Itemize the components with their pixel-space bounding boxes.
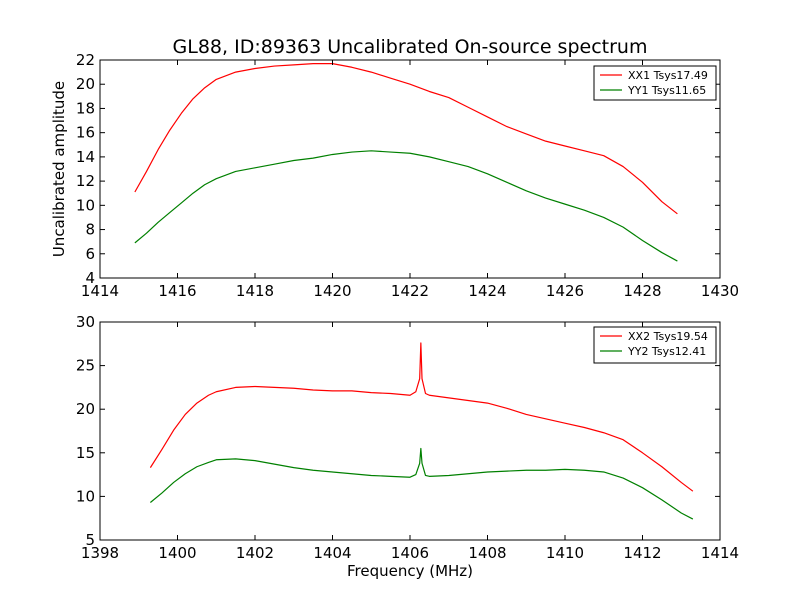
subplot-1: 1414 1416 1418 1420 1422 1424 1426 1428 14304681… <box>50 51 739 300</box>
x-tick-label: 1416 <box>158 282 196 300</box>
x-tick-label: 1426 <box>546 282 584 300</box>
legend-label: YY1 Tsys11.65 <box>627 84 706 97</box>
y-tick-label: 18 <box>76 99 95 117</box>
x-tick-label: 1418 <box>236 282 274 300</box>
y-tick-label: 16 <box>76 124 95 142</box>
y-tick-label: 10 <box>76 196 95 214</box>
chart-title: GL88, ID:89363 Uncalibrated On-source sp… <box>173 36 648 58</box>
legend-label: XX2 Tsys19.54 <box>628 330 708 343</box>
y-tick-label: 22 <box>76 51 95 69</box>
x-tick-label: 1428 <box>623 282 661 300</box>
series-line-1-1 <box>134 63 678 215</box>
x-tick-label: 1430 <box>701 282 739 300</box>
y-tick-label: 30 <box>76 313 95 331</box>
y-tick-label: 10 <box>76 487 95 505</box>
legend-box <box>593 326 717 364</box>
x-tick-label: 1398 <box>81 544 119 562</box>
y-axis-label: Uncalibrated amplitude <box>50 81 68 257</box>
y-tick-label: 8 <box>85 221 95 239</box>
x-tick-label: 1414 <box>81 282 119 300</box>
x-tick-label: 1408 <box>468 544 506 562</box>
x-tick-label: 1414 <box>701 544 739 562</box>
legend-box <box>593 65 717 101</box>
series-line-2-1 <box>149 342 694 492</box>
legend-label: YY2 Tsys12.41 <box>627 345 706 358</box>
y-tick-label: 20 <box>76 75 95 93</box>
x-tick-label: 1422 <box>391 282 429 300</box>
legend-label: XX1 Tsys17.49 <box>628 69 708 82</box>
series-line-1-2 <box>134 150 678 262</box>
subplot-2: 1398 1400 1402 1404 1406 1408 1410 1412 1414 5 10 1… <box>76 313 739 580</box>
x-tick-label: 1410 <box>546 544 584 562</box>
x-tick-label: 1400 <box>158 544 196 562</box>
legend: XX1 Tsys17.49 YY1 Tsys11.65 <box>593 65 717 101</box>
x-tick-label: 1406 <box>391 544 429 562</box>
series-line-2-2 <box>149 447 694 520</box>
legend: XX2 Tsys19.54 YY2 Tsys12.41 <box>593 326 717 364</box>
y-tick-label: 6 <box>85 245 95 263</box>
y-tick-label: 20 <box>76 400 95 418</box>
x-tick-label: 1412 <box>623 544 661 562</box>
x-tick-label: 1404 <box>313 544 351 562</box>
y-tick-label: 25 <box>76 357 95 375</box>
x-tick-label: 1402 <box>236 544 274 562</box>
y-tick-label: 4 <box>85 269 95 287</box>
y-tick-label: 12 <box>76 172 95 190</box>
y-tick-label: 15 <box>76 444 95 462</box>
y-tick-label: 14 <box>76 148 95 166</box>
x-tick-label: 1420 <box>313 282 351 300</box>
x-axis-label: Frequency (MHz) <box>347 562 473 580</box>
y-tick-label: 5 <box>85 531 95 549</box>
x-tick-label: 1424 <box>468 282 506 300</box>
